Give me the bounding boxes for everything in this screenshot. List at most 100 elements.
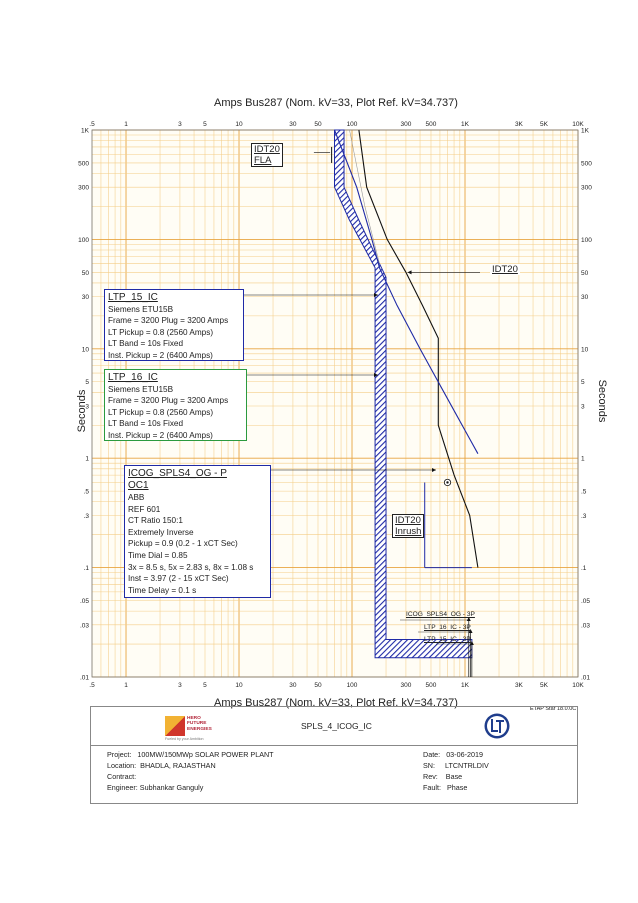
idt20-inrush-label: IDT20 Inrush bbox=[392, 514, 425, 538]
y-tick-label-right: 1K bbox=[581, 128, 590, 135]
x-tick-label-bottom: 500 bbox=[426, 682, 437, 689]
y-tick-label-left: 300 bbox=[78, 185, 89, 192]
project-label: Project: bbox=[107, 750, 132, 759]
icog-line: Extremely Inverse bbox=[128, 527, 194, 537]
y-tick-label-right: 30 bbox=[581, 294, 589, 301]
series-line-0 bbox=[358, 129, 479, 568]
ltp16-settings-box: LTP_16_IC Siemens ETU15B Frame = 3200 Pl… bbox=[104, 369, 247, 441]
ltp15-line: LT Band = 10s Fixed bbox=[108, 339, 184, 349]
ltp15-line: Frame = 3200 Plug = 3200 Amps bbox=[108, 316, 229, 326]
y-tick-label-right: 10 bbox=[581, 346, 589, 353]
x-tick-label-top: 1 bbox=[124, 121, 128, 128]
rev-label: Rev: bbox=[423, 772, 438, 781]
y-tick-label-right: .1 bbox=[581, 565, 587, 572]
sn-label: SN: bbox=[423, 761, 435, 770]
x-tick-label-bottom: 100 bbox=[347, 682, 358, 689]
y-tick-label-right: 500 bbox=[581, 160, 592, 167]
hero-logo-icon bbox=[165, 716, 185, 736]
y-tick-label-right: .3 bbox=[581, 513, 587, 520]
series-line-2 bbox=[349, 129, 380, 264]
ltp16-line: Inst. Pickup = 2 (6400 Amps) bbox=[108, 430, 213, 440]
icog-line: ABB bbox=[128, 493, 145, 502]
fault-label-icog: ICOG_SPLS4_OG - 3P bbox=[406, 611, 475, 618]
y-tick-label-left: .3 bbox=[84, 513, 90, 520]
y-tick-label-right: 5 bbox=[581, 379, 585, 386]
y-tick-label-left: 1K bbox=[81, 128, 90, 135]
y-tick-label-left: .1 bbox=[84, 565, 90, 572]
fault-label-ltp15: LTP_15_IC - 3P bbox=[424, 636, 471, 643]
icog-line: Time Dial = 0.85 bbox=[128, 550, 188, 560]
title-block-header bbox=[91, 707, 577, 746]
ltp15-title: LTP_15_IC bbox=[108, 292, 158, 303]
location-label: Location: bbox=[107, 761, 137, 770]
y-tick-label-right: .01 bbox=[581, 675, 590, 682]
x-tick-label-top: 300 bbox=[400, 121, 411, 128]
x-tick-label-top: 10K bbox=[572, 121, 584, 128]
logo-word: FUTURE bbox=[187, 721, 207, 727]
location-value: BHADLA, RAJASTHAN bbox=[140, 761, 216, 770]
engineer-value: Subhankar Ganguly bbox=[139, 783, 204, 792]
ltp15-arrow-head bbox=[374, 293, 378, 297]
icog-title: ICOG_SPLS4_OG - P bbox=[128, 468, 227, 479]
ltp16-line: LT Band = 10s Fixed bbox=[108, 419, 184, 429]
etap-version: ETAP Star 18.0.0C bbox=[530, 706, 577, 712]
x-tick-label-top: 50 bbox=[314, 121, 322, 128]
x-tick-label-bottom: 50 bbox=[314, 682, 322, 689]
date-value: 03-06-2019 bbox=[446, 750, 483, 759]
ltp16-arrow-head bbox=[374, 373, 378, 377]
x-tick-label-top: 5K bbox=[540, 121, 549, 128]
hero-logo-text: HERO FUTURE ENERGIES bbox=[187, 716, 212, 732]
logo-subtitle: Fueled by your Ambition bbox=[165, 737, 204, 741]
x-tick-label-bottom: 1 bbox=[124, 682, 128, 689]
x-tick-label-top: .5 bbox=[89, 121, 95, 128]
y-tick-label-left: 1 bbox=[85, 456, 89, 463]
icog-relay-settings-box: ICOG_SPLS4_OG - P OC1 ABB REF 601 CT Rat… bbox=[124, 465, 271, 598]
series-line-1 bbox=[333, 129, 479, 454]
y-tick-label-left: .05 bbox=[80, 598, 89, 605]
idt20-fla-line2: FLA bbox=[254, 155, 272, 166]
icog-arrow-head bbox=[432, 468, 436, 472]
idt20-inrush-line1: IDT20 bbox=[395, 515, 421, 526]
ltp15-line: Inst. Pickup = 2 (6400 Amps) bbox=[108, 350, 213, 360]
title-block: HERO FUTURE ENERGIES Fueled by your Ambi… bbox=[90, 706, 578, 804]
y-tick-label-right: 100 bbox=[581, 237, 592, 244]
x-tick-label-top: 500 bbox=[426, 121, 437, 128]
y-tick-label-left: .03 bbox=[80, 622, 89, 629]
y-tick-label-left: 10 bbox=[82, 346, 90, 353]
y-tick-label-left: 30 bbox=[82, 294, 90, 301]
y-tick-label-left: .01 bbox=[80, 675, 89, 682]
engineer-label: Engineer: bbox=[107, 783, 138, 792]
y-tick-label-left: 50 bbox=[82, 270, 90, 277]
icog-title2: OC1 bbox=[128, 480, 149, 491]
y-tick-label-right: .05 bbox=[581, 598, 590, 605]
fault-label-ltp16: LTP_16_IC - 3P bbox=[424, 624, 471, 631]
idt20-curve-label: IDT20 bbox=[490, 264, 520, 275]
project-value: 100MW/150MWp SOLAR POWER PLANT bbox=[137, 750, 274, 759]
x-tick-label-bottom: 10 bbox=[235, 682, 243, 689]
idt20-fla-line1: IDT20 bbox=[254, 144, 280, 155]
sn-value: LTCNTRLDIV bbox=[444, 761, 489, 770]
chart-title-top: Amps Bus287 (Nom. kV=33, Plot Ref. kV=34… bbox=[214, 97, 458, 109]
ltp15-line: LT Pickup = 0.8 (2560 Amps) bbox=[108, 327, 214, 337]
y-tick-label-right: 1 bbox=[581, 456, 585, 463]
idt20-arrow-head bbox=[407, 270, 412, 275]
x-tick-label-bottom: 1K bbox=[461, 682, 470, 689]
y-tick-label-left: 500 bbox=[78, 160, 89, 167]
contract-label: Contract: bbox=[107, 772, 137, 781]
y-tick-label-left: 5 bbox=[85, 379, 89, 386]
ltp16-line: Siemens ETU15B bbox=[108, 385, 174, 394]
logo-word: HERO bbox=[187, 716, 201, 721]
x-tick-label-top: 3 bbox=[178, 121, 182, 128]
ltp15-settings-box: LTP_15_IC Siemens ETU15B Frame = 3200 Pl… bbox=[104, 289, 244, 361]
icog-line: Pickup = 0.9 (0.2 - 1 xCT Sec) bbox=[128, 539, 238, 549]
x-tick-label-bottom: 3 bbox=[178, 682, 182, 689]
fault-value: Phase bbox=[446, 783, 468, 792]
idt20-fla-label: IDT20 FLA bbox=[251, 143, 283, 167]
icog-line: REF 601 bbox=[128, 504, 161, 514]
x-tick-label-bottom: 300 bbox=[400, 682, 411, 689]
lt-logo-icon bbox=[484, 713, 510, 739]
tcc-chart: .5 .5 1 1 3 3 5 5 10 10 30 30 50 50 100 100 300 300 500 500… bbox=[78, 121, 592, 689]
x-tick-label-top: 1K bbox=[461, 121, 470, 128]
y-tick-label-right: 300 bbox=[581, 185, 592, 192]
x-tick-label-top: 30 bbox=[289, 121, 297, 128]
